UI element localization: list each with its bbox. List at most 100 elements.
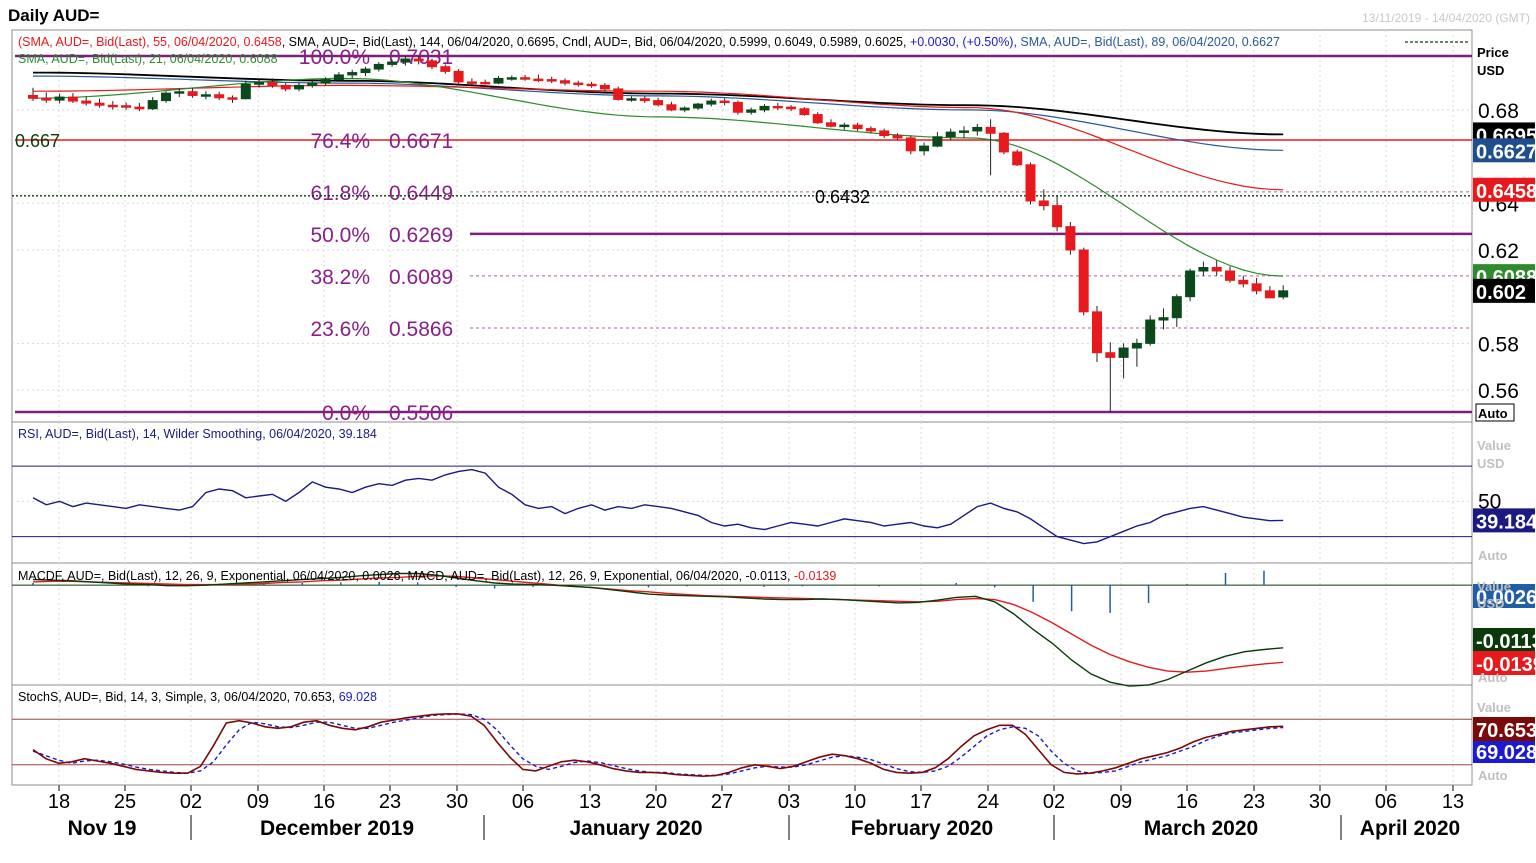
macd-signal-line: [32, 575, 1284, 673]
candle-body: [719, 100, 730, 104]
level-label: 0.667: [15, 131, 60, 151]
legend-span: SMA, AUD=, Bid(Last), 89, 06/04/2020, 0.…: [1017, 35, 1280, 49]
x-day-label: 16: [1176, 791, 1198, 813]
fib-pct-label: 100.0%: [299, 46, 370, 69]
candle-body: [121, 105, 132, 108]
stoch-legend: StochS, AUD=, Bid, 14, 3, Simple, 3, 06/…: [18, 690, 377, 704]
candle-body: [759, 105, 770, 111]
candle-body: [932, 136, 943, 147]
fib-value-label: 0.6449: [389, 182, 453, 205]
x-day-label: 30: [446, 791, 468, 813]
candle-body: [294, 84, 304, 90]
candle-body: [320, 79, 331, 84]
rsi-axis-title-1: Value: [1477, 438, 1511, 453]
price-auto-label: Auto: [1478, 406, 1508, 421]
macd-last-badge: [1473, 651, 1535, 675]
rsi-last-badge: [1473, 508, 1535, 533]
macd-last-value: -0.0113: [1476, 631, 1536, 653]
candle-body: [493, 77, 504, 84]
legend-span: -0.0139: [790, 569, 836, 583]
candle-body: [214, 94, 225, 99]
rsi-last-value: 39.184: [1476, 511, 1536, 533]
price-last-badge: [1473, 278, 1535, 303]
x-month-label: February 2020: [851, 817, 993, 840]
x-month-label: April 2020: [1360, 817, 1460, 840]
candle-body: [187, 91, 198, 96]
candle-body: [28, 94, 38, 99]
candle-body: [440, 66, 451, 72]
macd-line: [32, 572, 1284, 687]
candle-body: [892, 135, 903, 139]
candle-body: [1238, 279, 1249, 285]
candle-body: [520, 77, 531, 80]
legend-span: +0.0030, (+0.50%),: [906, 35, 1017, 49]
candle-body: [227, 97, 238, 100]
candle-body: [945, 131, 956, 138]
candle-body: [626, 98, 637, 101]
candle-body: [998, 132, 1009, 153]
candle-body: [307, 82, 318, 86]
candle-body: [1052, 205, 1063, 228]
candle-body: [373, 63, 384, 70]
candle-body: [812, 114, 823, 124]
macd-legend: MACDF, AUD=, Bid(Last), 12, 26, 9, Expon…: [18, 569, 836, 583]
x-day-label: 02: [1043, 791, 1065, 813]
price-y-tick: 0.68: [1478, 100, 1519, 123]
fib-value-label: 0.6269: [389, 224, 453, 247]
candle-body: [1078, 249, 1089, 313]
price-last-badge: [1473, 177, 1535, 202]
fib-pct-label: 76.4%: [310, 130, 370, 153]
legend-span: MACDF, AUD=, Bid(Last), 12, 26, 9, Expon…: [18, 569, 404, 583]
macd-axis-title-1: Value: [1477, 579, 1511, 594]
fib-pct-label: 38.2%: [310, 266, 370, 289]
stoch-k-badge: [1473, 717, 1535, 741]
candle-body: [506, 77, 517, 80]
candle-body: [1278, 290, 1289, 298]
date-range: 13/11/2019 - 14/04/2020 (GMT): [1362, 11, 1530, 25]
x-day-label: 24: [977, 791, 999, 813]
candle-body: [1251, 283, 1262, 292]
candle-body: [1038, 200, 1049, 207]
candle-body: [732, 101, 743, 113]
fib-pct-label: 61.8%: [310, 182, 370, 205]
fib-value-label: 0.6671: [389, 130, 453, 153]
macd-last-badge: [1473, 584, 1535, 608]
price-pane: 100.0% 0.7031 76.4% 0.6671 61.8% 0.6449 50.0% 0…: [12, 41, 1472, 425]
x-day-label: 20: [645, 791, 667, 813]
candle-body: [1198, 266, 1209, 272]
candle-body: [94, 102, 105, 106]
x-day-label: 03: [778, 791, 800, 813]
legend-span: MACD, AUD=, Bid(Last), 12, 26, 9, Expone…: [404, 569, 790, 583]
candle-body: [599, 84, 610, 90]
candle-body: [679, 107, 690, 111]
macd-pane: [12, 570, 1472, 687]
x-month-label: January 2020: [569, 817, 702, 840]
candle-body: [174, 91, 185, 94]
candle-body: [466, 81, 477, 84]
legend-span: 69.028: [335, 690, 377, 704]
axes: 18 25 02 09 16 23 30 06 13 20 27 03 10 17 24 02 09 16 23 30…: [12, 100, 1536, 840]
candle-body: [546, 79, 557, 82]
fib-pct-label: 50.0%: [310, 224, 370, 247]
candle-body: [826, 122, 836, 127]
candle-body: [134, 106, 145, 110]
x-day-label: 18: [48, 791, 70, 813]
candle-body: [81, 100, 92, 104]
x-day-label: 23: [379, 791, 401, 813]
candle-body: [666, 104, 677, 111]
fib-value-label: 0.7031: [389, 46, 453, 69]
fib-value-label: 0.5506: [389, 402, 453, 425]
candle-body: [1131, 342, 1142, 349]
candle-body: [639, 98, 650, 102]
rsi-pane: [12, 465, 1472, 545]
candle-body: [67, 96, 78, 102]
candle-body: [693, 103, 703, 109]
price-legend-sma21: SMA, AUD=, Bid(Last), 21, 06/04/2020, 0.…: [18, 52, 278, 66]
candle-body: [107, 104, 118, 108]
price-axis-title-1: Price: [1477, 45, 1509, 60]
candle-body: [147, 100, 158, 110]
rsi-axis-title-2: USD: [1477, 456, 1504, 471]
legend-span: , SMA, AUD=, Bid(Last), 144, 06/04/2020,…: [282, 35, 907, 49]
price-legend-line-1: (SMA, AUD=, Bid(Last), 55, 06/04/2020, 0…: [18, 35, 1280, 49]
rsi-y-tick: 50: [1478, 490, 1501, 513]
